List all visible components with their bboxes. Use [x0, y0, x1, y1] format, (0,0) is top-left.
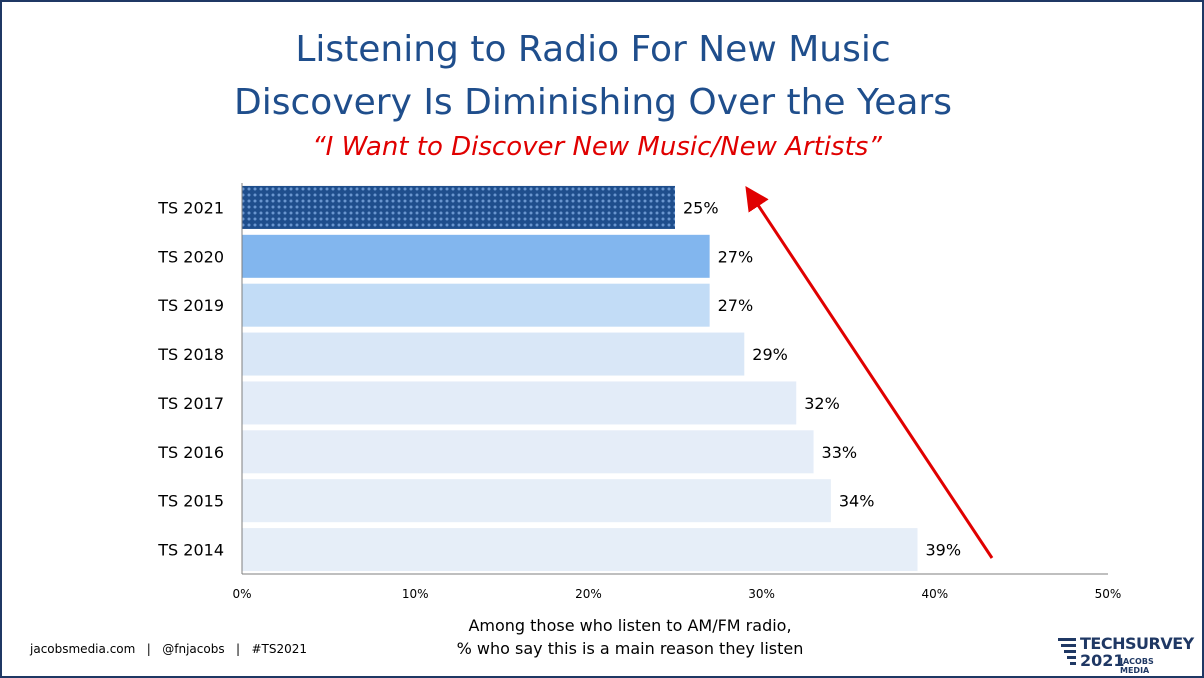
caption-line-1: Among those who listen to AM/FM radio,	[468, 616, 792, 635]
category-label: TS 2018	[157, 345, 224, 364]
data-label: 39%	[925, 541, 961, 560]
bar-ts-2014	[242, 528, 918, 572]
trend-arrow	[745, 185, 994, 559]
data-label: 29%	[752, 345, 788, 364]
title-line-2: Discovery Is Diminishing Over the Years	[234, 82, 952, 123]
data-label: 33%	[822, 443, 858, 462]
logo-line-1: TECHSURVEY	[1080, 634, 1194, 653]
caption-line-2: % who say this is a main reason they lis…	[456, 639, 804, 658]
subtitle: “I Want to Discover New Music/New Artist…	[312, 132, 882, 162]
bar-ts-2021	[242, 185, 675, 229]
category-label: TS 2020	[157, 247, 224, 266]
data-label: 25%	[683, 198, 719, 217]
category-label: TS 2021	[157, 198, 224, 217]
bar-ts-2020	[242, 234, 710, 278]
bar-ts-2016	[242, 430, 814, 474]
x-tick-label: 30%	[748, 587, 775, 601]
bar-ts-2015	[242, 479, 831, 523]
category-label: TS 2016	[157, 443, 224, 462]
data-label: 27%	[718, 296, 754, 315]
x-tick-label: 40%	[921, 587, 948, 601]
techsurvey-logo: TECHSURVEY 2021 JACOBS MEDIA	[1058, 634, 1194, 675]
footer-text: jacobsmedia.com | @fnjacobs | #TS2021	[30, 642, 308, 656]
bar-ts-2018	[242, 332, 745, 376]
bar-ts-2019	[242, 283, 710, 327]
x-tick-label: 50%	[1095, 587, 1122, 601]
category-label: TS 2015	[157, 492, 224, 511]
title-line-1: Listening to Radio For New Music	[295, 29, 891, 70]
logo-stripes-icon	[1058, 638, 1076, 665]
data-label: 27%	[718, 247, 754, 266]
logo-line-3: JACOBS MEDIA	[1120, 657, 1154, 675]
category-label: TS 2019	[157, 296, 224, 315]
x-tick-label: 20%	[575, 587, 602, 601]
bar-ts-2017	[242, 381, 797, 425]
category-label: TS 2017	[157, 394, 224, 413]
logo-line-2: 2021	[1080, 651, 1125, 670]
x-tick-label: 10%	[402, 587, 429, 601]
data-label: 34%	[839, 492, 875, 511]
x-tick-label: 0%	[232, 587, 251, 601]
category-label: TS 2014	[157, 541, 224, 560]
data-label: 32%	[804, 394, 840, 413]
